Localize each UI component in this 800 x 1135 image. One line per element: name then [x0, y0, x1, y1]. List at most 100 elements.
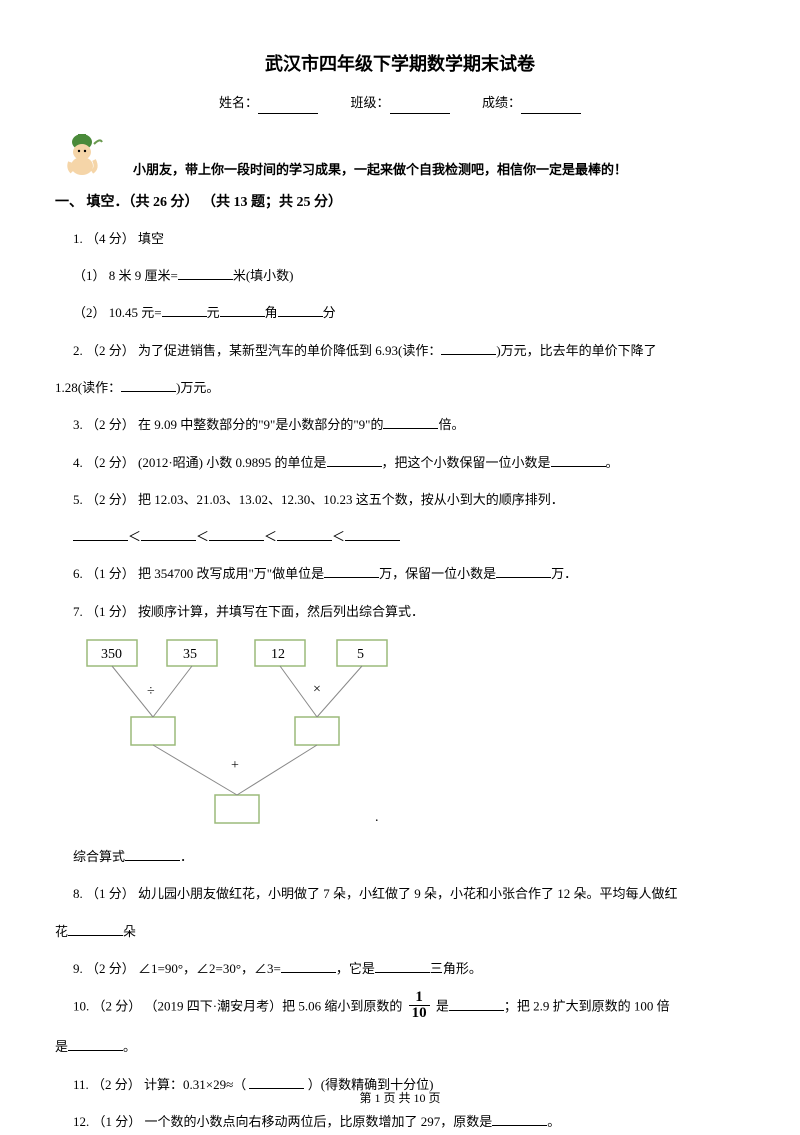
- q10: 10. （2 分） （2019 四下·潮安月考）把 5.06 缩小到原数的 11…: [73, 992, 745, 1023]
- q9-blank1[interactable]: [281, 959, 336, 973]
- q10-blank1[interactable]: [449, 997, 504, 1011]
- q2a: 2. （2 分） 为了促进销售，某新型汽车的单价降低到 6.93(读作：: [73, 343, 441, 358]
- diag-v1: 350: [101, 647, 122, 662]
- q12b: 。: [547, 1114, 560, 1129]
- q6-blank2[interactable]: [496, 564, 551, 578]
- q1-p2d: 分: [323, 305, 336, 320]
- diag-op2: ×: [313, 682, 321, 697]
- q10b: 是: [433, 999, 449, 1014]
- q5-blank3[interactable]: [209, 527, 264, 541]
- q10c: ；把 2.9 扩大到原数的 100 倍: [504, 999, 670, 1014]
- q1-p2c: 角: [265, 305, 278, 320]
- q8b: 花: [55, 924, 68, 939]
- q7: 7. （1 分） 按顺序计算，并填写在下面，然后列出综合算式．: [73, 598, 745, 625]
- q3: 3. （2 分） 在 9.09 中整数部分的"9"是小数部分的"9"的 倍。: [73, 411, 745, 438]
- q2: 2. （2 分） 为了促进销售，某新型汽车的单价降低到 6.93(读作： )万元，…: [73, 337, 745, 364]
- q5-blank4[interactable]: [277, 527, 332, 541]
- q10e: 。: [123, 1039, 136, 1054]
- q4: 4. （2 分） (2012·昭通) 小数 0.9895 的单位是 ，把这个小数保…: [73, 449, 745, 476]
- cartoon-icon: [58, 128, 106, 176]
- q5-lt4: ＜: [332, 529, 345, 544]
- q4a: 4. （2 分） (2012·昭通) 小数 0.9895 的单位是: [73, 455, 327, 470]
- q4c: 。: [606, 455, 619, 470]
- frac-num: 1: [409, 990, 430, 1006]
- q5-blank5[interactable]: [345, 527, 400, 541]
- q3a: 3. （2 分） 在 9.09 中整数部分的"9"是小数部分的"9"的: [73, 417, 383, 432]
- q1-p2: （2） 10.45 元= 元 角 分: [73, 299, 745, 326]
- q7b: 综合算式．: [73, 843, 745, 870]
- q5-blank2[interactable]: [141, 527, 196, 541]
- q8-blank[interactable]: [68, 922, 123, 936]
- q5-blank1[interactable]: [73, 527, 128, 541]
- q7-blank[interactable]: [125, 847, 180, 861]
- q5-lt1: ＜: [128, 529, 141, 544]
- q2-line2: 1.28(读作：)万元。: [55, 374, 745, 401]
- q6b: 万，保留一位小数是: [379, 566, 496, 581]
- q1-blank2[interactable]: [162, 303, 207, 317]
- q4b: ，把这个小数保留一位小数是: [382, 455, 551, 470]
- class-label: 班级：: [350, 95, 389, 110]
- q6: 6. （1 分） 把 354700 改写成用"万"做单位是 万，保留一位小数是 万．: [73, 560, 745, 587]
- q8: 8. （1 分） 幼儿园小朋友做红花，小明做了 7 朵，小红做了 9 朵，小花和…: [73, 880, 745, 907]
- q5-lt2: ＜: [196, 529, 209, 544]
- diag-v4: 5: [357, 647, 364, 662]
- q10a: 10. （2 分） （2019 四下·潮安月考）把 5.06 缩小到原数的: [73, 999, 406, 1014]
- q7ba: 综合算式: [73, 849, 125, 864]
- name-label: 姓名：: [219, 95, 258, 110]
- svg-text:.: .: [375, 810, 379, 825]
- q3-blank[interactable]: [383, 415, 438, 429]
- q1-p1: （1） 8 米 9 厘米= 米(填小数): [73, 262, 745, 289]
- q2b: )万元，比去年的单价下降了: [496, 343, 656, 358]
- q1-blank4[interactable]: [278, 303, 323, 317]
- q6-blank1[interactable]: [324, 564, 379, 578]
- q11-blank[interactable]: [249, 1075, 304, 1089]
- q2-blank1[interactable]: [441, 341, 496, 355]
- page-footer: 第 1 页 共 10 页: [0, 1089, 800, 1108]
- q12a: 12. （1 分） 一个数的小数点向右移动两位后，比原数增加了 297，原数是: [73, 1114, 492, 1129]
- q1-p2b: 元: [207, 305, 220, 320]
- q10d: 是: [55, 1039, 68, 1054]
- q6a: 6. （1 分） 把 354700 改写成用"万"做单位是: [73, 566, 324, 581]
- q9a: 9. （2 分） ∠1=90°，∠2=30°，∠3=: [73, 961, 281, 976]
- q3b: 倍。: [438, 417, 464, 432]
- score-blank[interactable]: [521, 100, 581, 114]
- q10-blank2[interactable]: [68, 1037, 123, 1051]
- q9b: ，它是: [336, 961, 375, 976]
- q1-blank1[interactable]: [178, 266, 233, 280]
- q1-head: 1. （4 分） 填空: [73, 225, 745, 252]
- diag-op1: ÷: [147, 684, 155, 699]
- q5: 5. （2 分） 把 12.03、21.03、13.02、12.30、10.23…: [73, 486, 745, 513]
- q2-blank2[interactable]: [121, 378, 176, 392]
- q8c: 朵: [123, 924, 136, 939]
- q9-blank2[interactable]: [375, 959, 430, 973]
- intro-text: 小朋友，带上你一段时间的学习成果，一起来做个自我检测吧，相信你一定是最棒的！: [133, 160, 745, 181]
- q1-p1b: 米(填小数): [233, 268, 294, 283]
- q12-blank[interactable]: [492, 1112, 547, 1126]
- q5-lt3: ＜: [264, 529, 277, 544]
- q4-blank2[interactable]: [551, 453, 606, 467]
- diag-v2: 35: [183, 647, 197, 662]
- q1-blank3[interactable]: [220, 303, 265, 317]
- fraction-icon: 110: [409, 990, 430, 1021]
- q9: 9. （2 分） ∠1=90°，∠2=30°，∠3= ，它是 三角形。: [73, 955, 745, 982]
- q5-order: ＜ ＜ ＜ ＜: [73, 523, 745, 550]
- diag-op3: +: [231, 758, 239, 773]
- score-label: 成绩：: [482, 95, 521, 110]
- q2c: 1.28(读作：: [55, 380, 121, 395]
- diag-v3: 12: [271, 647, 285, 662]
- q1-p2a: （2） 10.45 元=: [73, 305, 162, 320]
- header-blanks: 姓名： 班级： 成绩：: [55, 93, 745, 114]
- q1-p1a: （1） 8 米 9 厘米=: [73, 268, 178, 283]
- q8-line2: 花朵: [55, 918, 745, 945]
- section-1-header: 一、 填空．（共 26 分） （共 13 题；共 25 分）: [55, 192, 745, 214]
- q9c: 三角形。: [430, 961, 482, 976]
- q12: 12. （1 分） 一个数的小数点向右移动两位后，比原数增加了 297，原数是 。: [73, 1108, 745, 1135]
- q4-blank1[interactable]: [327, 453, 382, 467]
- q6c: 万．: [551, 566, 577, 581]
- calc-diagram: 350 35 12 5 ÷ × + .: [75, 635, 435, 835]
- class-blank[interactable]: [390, 100, 450, 114]
- name-blank[interactable]: [258, 100, 318, 114]
- frac-den: 10: [409, 1006, 430, 1021]
- q10-line2: 是。: [55, 1033, 745, 1060]
- page-title: 武汉市四年级下学期数学期末试卷: [55, 50, 745, 79]
